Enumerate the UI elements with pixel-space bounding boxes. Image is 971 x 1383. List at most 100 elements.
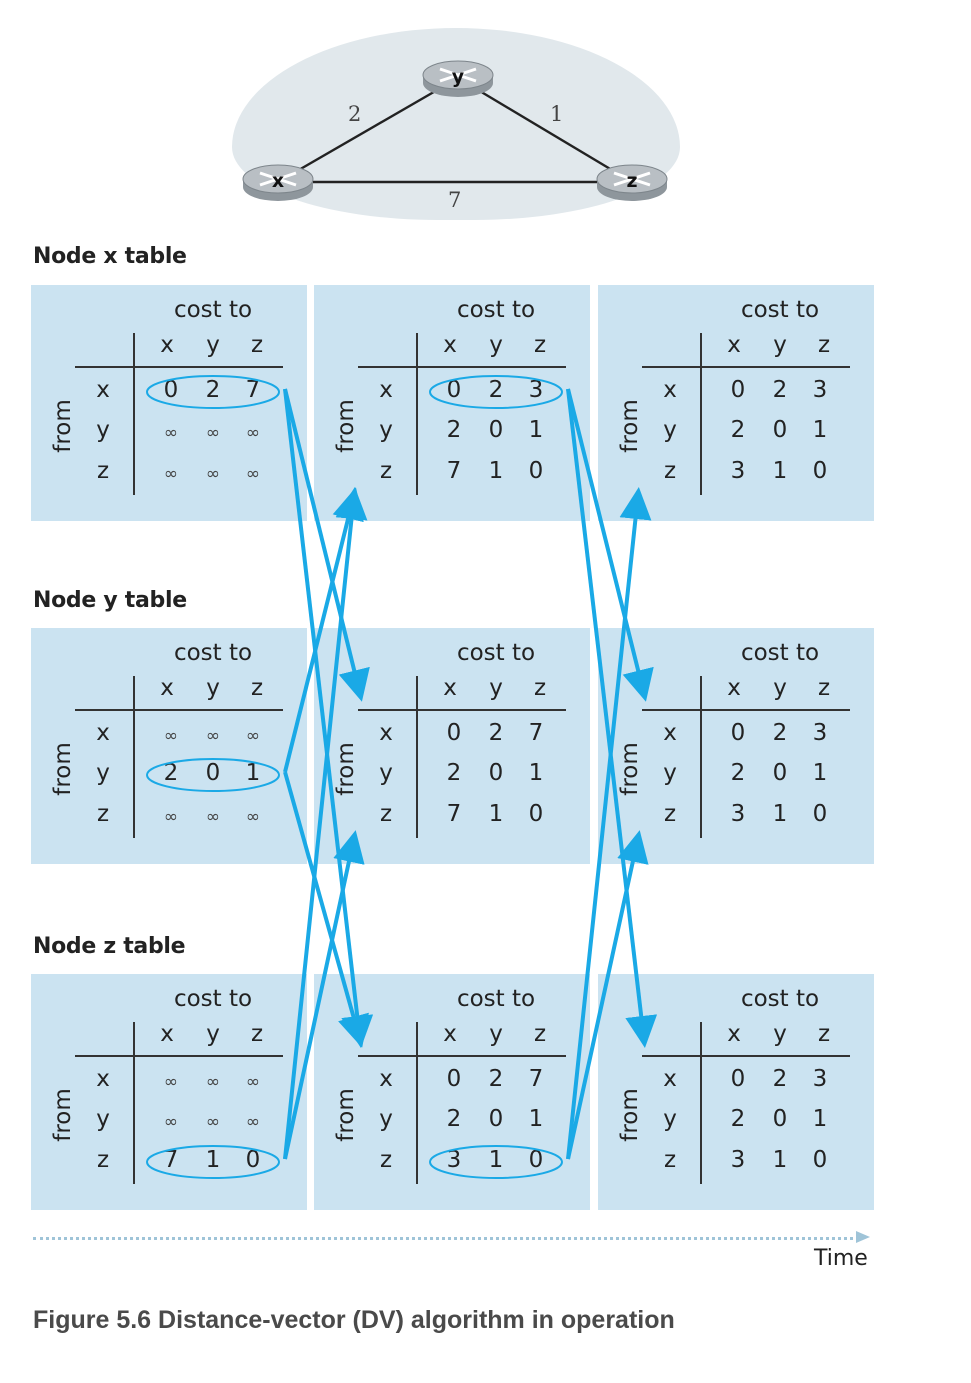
cell-z-x: 3 xyxy=(730,1147,746,1173)
column-header-y: y xyxy=(773,1021,787,1047)
header-divider xyxy=(358,709,566,711)
row-label-y: y xyxy=(379,417,393,443)
header-divider xyxy=(642,366,850,368)
router-x-label: x xyxy=(272,170,284,192)
column-header-y: y xyxy=(773,675,787,701)
highlight-ellipse xyxy=(146,375,280,409)
cell-x-x: 0 xyxy=(446,720,462,746)
column-header-x: x xyxy=(160,1021,174,1047)
cell-x-y: 2 xyxy=(772,1066,788,1092)
cost-to-label: cost to xyxy=(173,986,253,1012)
cell-y-x: 2 xyxy=(163,760,179,786)
cost-to-label: cost to xyxy=(740,297,820,323)
column-header-z: z xyxy=(533,675,547,701)
cell-x-x: ∞ xyxy=(163,1072,179,1092)
cell-y-z: ∞ xyxy=(245,423,261,443)
cell-z-x: 7 xyxy=(446,801,462,827)
cell-z-x: 3 xyxy=(446,1147,462,1173)
cell-y-z: 1 xyxy=(528,760,544,786)
cell-z-y: 1 xyxy=(772,801,788,827)
column-header-x: x xyxy=(727,675,741,701)
cell-z-z: 0 xyxy=(812,458,828,484)
time-label: Time xyxy=(814,1246,868,1271)
table-node-x-step-3: cost to x y z from x 0 2 3 y 2 0 1 z 3 1 0 xyxy=(598,285,874,521)
column-header-y: y xyxy=(489,1021,503,1047)
cost-to-label: cost to xyxy=(456,297,536,323)
row-label-y: y xyxy=(379,1106,393,1132)
column-header-z: z xyxy=(250,675,264,701)
cell-y-z: 1 xyxy=(245,760,261,786)
table-node-y-step-1: cost to x y z from x ∞ ∞ ∞ y 2 0 1 z ∞ ∞ ∞ xyxy=(31,628,307,864)
row-divider xyxy=(133,333,135,495)
column-header-y: y xyxy=(206,1021,220,1047)
arrow-node-z-to-node-y-step-2 xyxy=(566,830,649,1160)
cell-z-z: 0 xyxy=(528,801,544,827)
cell-x-z: ∞ xyxy=(245,726,261,746)
link-x-y xyxy=(277,76,459,184)
row-label-y: y xyxy=(663,417,677,443)
row-label-x: x xyxy=(663,720,677,746)
column-header-z: z xyxy=(817,675,831,701)
column-header-y: y xyxy=(489,332,503,358)
router-z-icon: z xyxy=(596,164,668,201)
cell-x-z: ∞ xyxy=(245,1072,261,1092)
row-label-z: z xyxy=(96,801,110,827)
highlight-ellipse xyxy=(429,1145,563,1179)
cell-y-x: 2 xyxy=(730,1106,746,1132)
cell-z-y: 1 xyxy=(205,1147,221,1173)
cell-x-y: 2 xyxy=(772,720,788,746)
row-divider xyxy=(133,1022,135,1184)
cost-to-label: cost to xyxy=(173,640,253,666)
cell-x-y: 2 xyxy=(488,1066,504,1092)
row-label-x: x xyxy=(379,377,393,403)
link-cost-y-z: 1 xyxy=(550,102,563,126)
cost-to-label: cost to xyxy=(173,297,253,323)
column-header-y: y xyxy=(773,332,787,358)
cell-z-z: 0 xyxy=(528,1147,544,1173)
cell-z-y: 1 xyxy=(488,801,504,827)
cell-y-y: 0 xyxy=(772,760,788,786)
cell-y-x: 2 xyxy=(446,1106,462,1132)
row-divider xyxy=(416,333,418,495)
cell-y-y: 0 xyxy=(772,1106,788,1132)
cell-x-x: 0 xyxy=(163,377,179,403)
table-node-z-step-1: cost to x y z from x ∞ ∞ ∞ y ∞ ∞ ∞ z 7 1 0 xyxy=(31,974,307,1210)
cost-to-label: cost to xyxy=(740,986,820,1012)
row-label-x: x xyxy=(96,720,110,746)
table-node-x-step-2: cost to x y z from x 0 2 3 y 2 0 1 z 7 1 0 xyxy=(314,285,590,521)
cell-y-y: 0 xyxy=(772,417,788,443)
row-label-x: x xyxy=(663,1066,677,1092)
cell-y-z: 1 xyxy=(528,417,544,443)
column-header-z: z xyxy=(250,1021,264,1047)
cost-to-label: cost to xyxy=(456,640,536,666)
row-divider xyxy=(700,1022,702,1184)
cell-y-y: ∞ xyxy=(205,1112,221,1132)
cost-to-label: cost to xyxy=(740,640,820,666)
cell-z-z: ∞ xyxy=(245,807,261,827)
row-label-z: z xyxy=(379,1147,393,1173)
cell-z-z: 0 xyxy=(528,458,544,484)
cell-z-x: 7 xyxy=(446,458,462,484)
header-divider xyxy=(358,366,566,368)
cell-z-x: ∞ xyxy=(163,464,179,484)
header-divider xyxy=(642,1055,850,1057)
cell-y-x: 2 xyxy=(730,760,746,786)
highlight-ellipse xyxy=(146,758,280,792)
row-label-x: x xyxy=(96,377,110,403)
cell-z-y: 1 xyxy=(772,1147,788,1173)
cell-y-z: 1 xyxy=(812,1106,828,1132)
column-header-x: x xyxy=(443,1021,457,1047)
row-divider xyxy=(700,333,702,495)
cell-y-y: 0 xyxy=(205,760,221,786)
header-divider xyxy=(358,1055,566,1057)
cell-x-y: 2 xyxy=(205,377,221,403)
cell-y-z: 1 xyxy=(528,1106,544,1132)
link-cost-x-y: 2 xyxy=(348,102,361,126)
header-divider xyxy=(642,709,850,711)
arrow-node-x-to-node-z-step-1 xyxy=(283,388,374,1048)
cell-x-x: 0 xyxy=(730,720,746,746)
cell-y-z: 1 xyxy=(812,760,828,786)
column-header-x: x xyxy=(727,1021,741,1047)
row-divider xyxy=(416,676,418,838)
